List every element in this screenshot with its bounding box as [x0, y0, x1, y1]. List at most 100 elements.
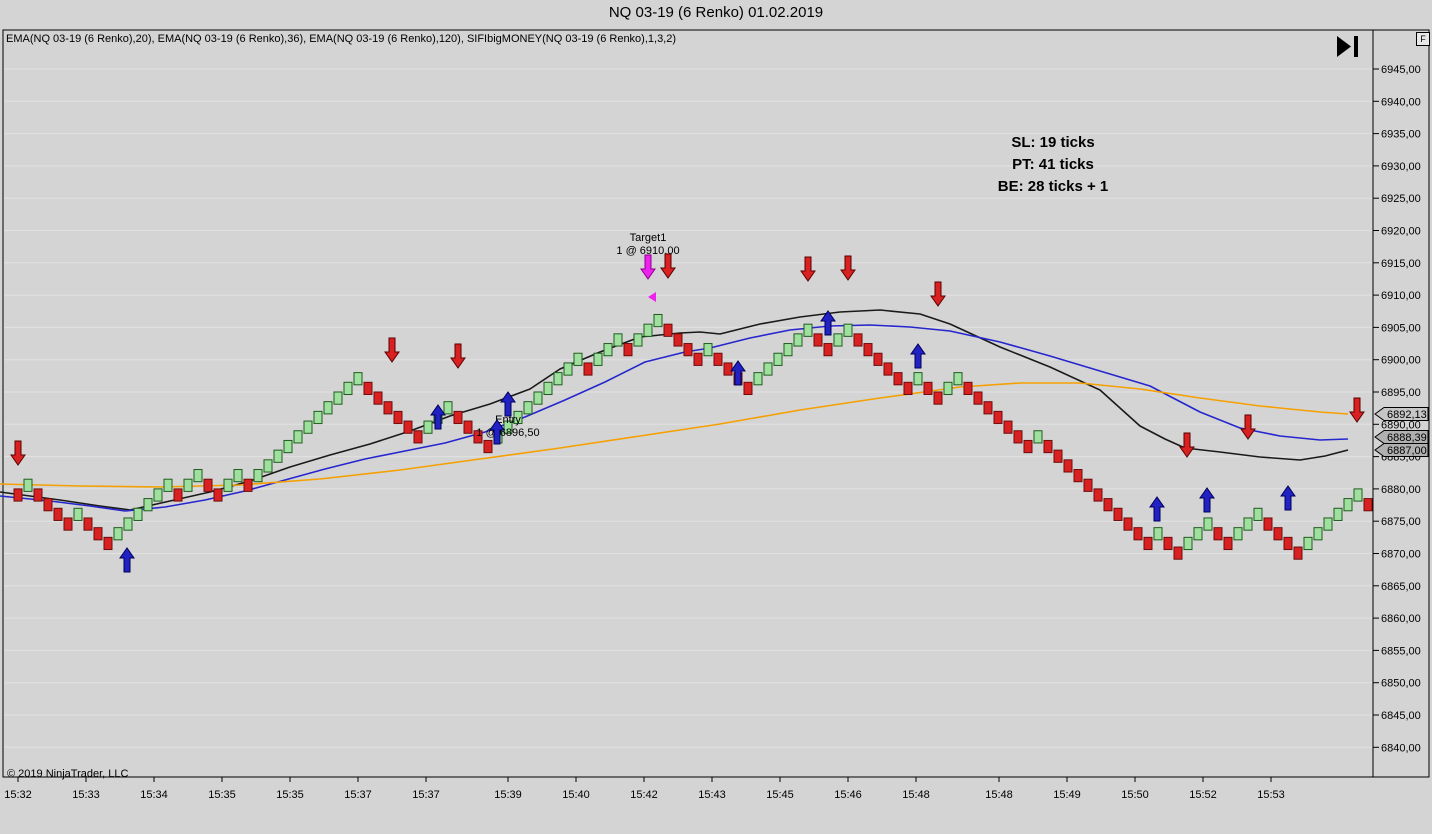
copyright-text: © 2019 NinjaTrader, LLC	[7, 768, 129, 780]
time-axis-label[interactable]: 15:39	[494, 789, 522, 801]
price-axis-label[interactable]: 6895,00	[1381, 387, 1421, 399]
price-axis-label[interactable]: 6880,00	[1381, 484, 1421, 496]
buy-signal-arrow-icon	[1149, 496, 1165, 522]
trade-settings-box: SL: 19 ticks PT: 41 ticks BE: 28 ticks +…	[953, 132, 1153, 198]
entry-annotation-name: Entry	[495, 414, 521, 426]
time-axis-label[interactable]: 15:34	[140, 789, 168, 801]
renko-brick-up	[253, 469, 263, 483]
renko-brick-down	[83, 517, 93, 531]
price-axis-label[interactable]: 6850,00	[1381, 678, 1421, 690]
sell-signal-arrow-icon	[660, 253, 676, 279]
price-axis-label[interactable]: 6920,00	[1381, 226, 1421, 238]
renko-brick-down	[373, 391, 383, 405]
price-axis-label[interactable]: 6845,00	[1381, 710, 1421, 722]
time-axis-label[interactable]: 15:37	[412, 789, 440, 801]
price-axis-label[interactable]: 6875,00	[1381, 516, 1421, 528]
go-to-end-icon-bar[interactable]	[1354, 36, 1358, 57]
renko-brick-down	[973, 391, 983, 405]
price-axis-label[interactable]: 6840,00	[1381, 742, 1421, 754]
renko-brick-down	[963, 381, 973, 395]
time-axis-label[interactable]: 15:43	[698, 789, 726, 801]
price-axis-label[interactable]: 6855,00	[1381, 645, 1421, 657]
time-axis-label[interactable]: 15:45	[766, 789, 794, 801]
time-axis-label[interactable]: 15:53	[1257, 789, 1285, 801]
price-axis-label[interactable]: 6925,00	[1381, 193, 1421, 205]
renko-brick-down	[473, 430, 483, 444]
price-axis-label[interactable]: 6945,00	[1381, 64, 1421, 76]
time-axis-label[interactable]: 15:33	[72, 789, 100, 801]
time-axis-label[interactable]: 15:37	[344, 789, 372, 801]
renko-brick-down	[93, 527, 103, 541]
renko-brick-up	[633, 333, 643, 347]
time-axis-label[interactable]: 15:40	[562, 789, 590, 801]
chart-title: NQ 03-19 (6 Renko) 01.02.2019	[608, 4, 824, 21]
price-axis-label[interactable]: 6910,00	[1381, 290, 1421, 302]
sell-signal-arrow-icon	[840, 255, 856, 281]
renko-brick-up	[1333, 507, 1343, 521]
renko-brick-down	[743, 381, 753, 395]
renko-brick-down	[1163, 536, 1173, 551]
renko-brick-up	[1303, 536, 1313, 551]
renko-brick-up	[1033, 430, 1043, 444]
price-axis-label[interactable]: 6860,00	[1381, 613, 1421, 625]
renko-brick-up	[263, 459, 273, 473]
time-axis-label[interactable]: 15:32	[4, 789, 32, 801]
renko-brick-down	[1053, 449, 1063, 463]
renko-brick-up	[1353, 488, 1363, 502]
renko-brick-up	[223, 478, 233, 492]
price-axis-label[interactable]: 6940,00	[1381, 96, 1421, 108]
renko-brick-up	[293, 430, 303, 444]
renko-brick-down	[1123, 517, 1133, 531]
renko-brick-up	[1313, 527, 1323, 541]
renko-brick-up	[563, 362, 573, 376]
renko-brick-down	[813, 333, 823, 347]
break-even-text: BE: 28 ticks + 1	[997, 178, 1109, 195]
time-axis-label[interactable]: 15:48	[902, 789, 930, 801]
price-axis-label[interactable]: 6935,00	[1381, 129, 1421, 141]
renko-brick-down	[1013, 430, 1023, 444]
time-axis-label[interactable]: 15:50	[1121, 789, 1149, 801]
go-to-end-icon[interactable]	[1337, 36, 1351, 57]
renko-brick-up	[1233, 527, 1243, 541]
renko-brick-down	[13, 488, 23, 502]
time-axis-label[interactable]: 15:35	[208, 789, 236, 801]
renko-brick-down	[663, 323, 673, 337]
renko-brick-down	[823, 343, 833, 357]
renko-brick-up	[533, 391, 543, 405]
price-axis-label[interactable]: 6915,00	[1381, 258, 1421, 270]
renko-brick-up	[523, 401, 533, 415]
stop-loss-text: SL: 19 ticks	[1011, 134, 1095, 151]
buy-signal-arrow-icon	[820, 310, 836, 336]
price-axis-label[interactable]: 6865,00	[1381, 581, 1421, 593]
buy-signal-arrow-icon	[500, 391, 516, 417]
sell-signal-arrow-icon	[1240, 414, 1256, 440]
time-axis-label[interactable]: 15:35	[276, 789, 304, 801]
time-axis-label[interactable]: 15:49	[1053, 789, 1081, 801]
time-axis-label[interactable]: 15:52	[1189, 789, 1217, 801]
renko-brick-down	[413, 430, 423, 444]
price-axis-label[interactable]: 6905,00	[1381, 322, 1421, 334]
time-axis-label[interactable]: 15:48	[985, 789, 1013, 801]
price-axis-label[interactable]: 6890,00	[1381, 419, 1421, 431]
renko-brick-up	[1343, 498, 1353, 512]
price-axis-label[interactable]: 6900,00	[1381, 355, 1421, 367]
renko-brick-up	[113, 527, 123, 541]
renko-brick-down	[1043, 439, 1053, 454]
price-axis-label[interactable]: 6930,00	[1381, 161, 1421, 173]
time-axis-label[interactable]: 15:46	[834, 789, 862, 801]
renko-brick-down	[1173, 546, 1183, 560]
buy-signal-arrow-icon	[430, 404, 446, 430]
renko-brick-up	[143, 498, 153, 512]
renko-brick-down	[1113, 507, 1123, 521]
renko-brick-up	[1243, 517, 1253, 531]
renko-brick-up	[1323, 517, 1333, 531]
price-axis-label[interactable]: 6870,00	[1381, 549, 1421, 561]
entry-annotation-price: 1 @ 6896,50	[476, 427, 539, 439]
buy-signal-arrow-icon	[1280, 485, 1296, 511]
renko-brick-up	[283, 439, 293, 454]
renko-brick-up	[543, 381, 553, 395]
time-axis-label[interactable]: 15:42	[630, 789, 658, 801]
f-button[interactable]: F	[1416, 32, 1430, 46]
buy-signal-arrow-icon	[489, 419, 505, 445]
